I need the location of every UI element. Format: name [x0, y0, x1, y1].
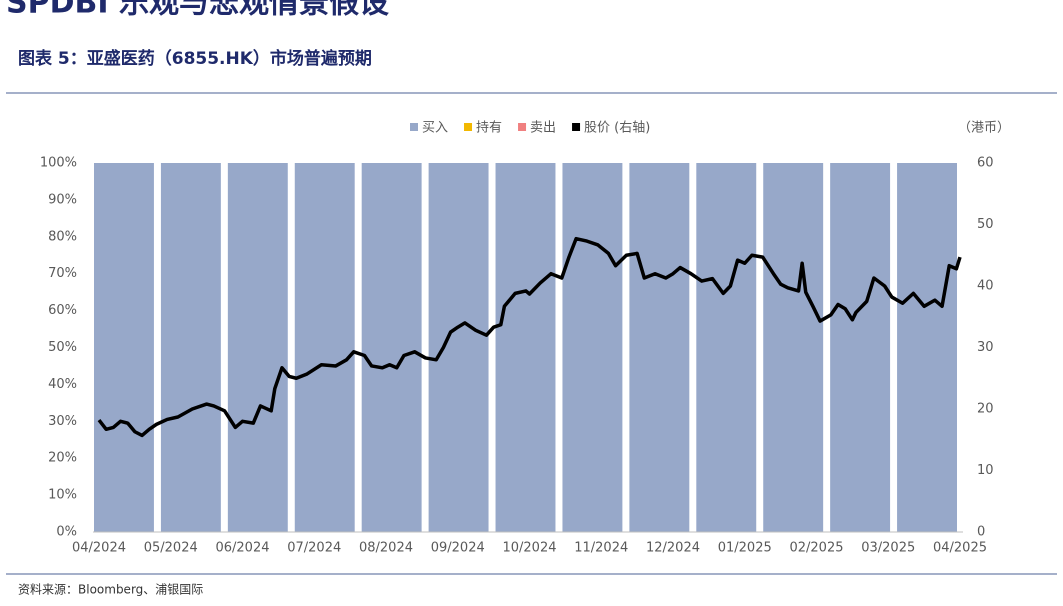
x-tick-label: 01/2025: [718, 541, 772, 556]
y-tick-label: 80%: [48, 229, 77, 244]
y2-tick-label: 50: [977, 217, 994, 232]
legend-label: 买入: [422, 121, 448, 136]
legend-label: 股价 (右轴): [584, 121, 650, 136]
x-tick-label: 07/2024: [287, 541, 341, 556]
legend-swatch: [410, 123, 418, 131]
x-tick-label: 08/2024: [359, 541, 413, 556]
y-tick-label: 100%: [40, 156, 77, 171]
price-line: [97, 236, 962, 438]
y-tick-label: 40%: [48, 377, 77, 392]
y-tick-label: 60%: [48, 303, 77, 318]
x-tick-label: 12/2024: [646, 541, 700, 556]
bar: [495, 163, 556, 532]
y2-tick-label: 40: [977, 279, 994, 294]
bar: [562, 163, 623, 532]
x-tick-label: 04/2024: [72, 541, 126, 556]
y2-tick-label: 20: [977, 402, 994, 417]
bar: [294, 163, 355, 532]
legend-swatch: [518, 123, 527, 131]
legend-label: 持有: [476, 121, 502, 136]
x-tick-label: 06/2024: [215, 541, 269, 556]
bar: [361, 163, 422, 532]
y2-tick-label: 30: [977, 340, 994, 355]
source: 资料来源：Bloomberg、浦银国际: [18, 583, 203, 597]
y-tick-label: 10%: [48, 488, 77, 503]
legend-label: 卖出: [530, 121, 556, 136]
legend-swatch: [464, 123, 473, 131]
y2-tick-label: 0: [977, 525, 985, 540]
bar: [897, 163, 957, 532]
y-tick-label: 0%: [56, 525, 77, 540]
y-tick-label: 20%: [48, 451, 77, 466]
bar: [227, 163, 288, 532]
x-tick-label: 02/2025: [789, 541, 843, 556]
y-tick-label: 90%: [48, 192, 77, 207]
bar: [830, 163, 891, 532]
header-title: SPDBI 乐观与悲观情景假设: [6, 0, 389, 21]
y-tick-label: 70%: [48, 266, 77, 281]
y-tick-label: 50%: [48, 340, 77, 355]
x-tick-label: 11/2024: [574, 541, 628, 556]
bar: [94, 163, 154, 532]
y2-tick-label: 10: [977, 463, 994, 478]
y2-unit: （港币）: [958, 121, 1010, 136]
x-tick-label: 03/2025: [861, 541, 915, 556]
figure-title: 图表 5：亚盛医药（6855.HK）市场普遍预期: [18, 48, 372, 69]
bar: [763, 163, 824, 532]
x-tick-label: 05/2024: [144, 541, 198, 556]
bar: [428, 163, 489, 532]
x-tick-label: 04/2025: [933, 541, 987, 556]
y-tick-label: 30%: [48, 414, 77, 429]
bar: [629, 163, 690, 532]
bar: [160, 163, 221, 532]
y2-tick-label: 60: [977, 156, 994, 171]
bar: [696, 163, 757, 532]
x-tick-label: 10/2024: [502, 541, 556, 556]
x-tick-label: 09/2024: [431, 541, 485, 556]
legend-swatch: [572, 123, 581, 131]
